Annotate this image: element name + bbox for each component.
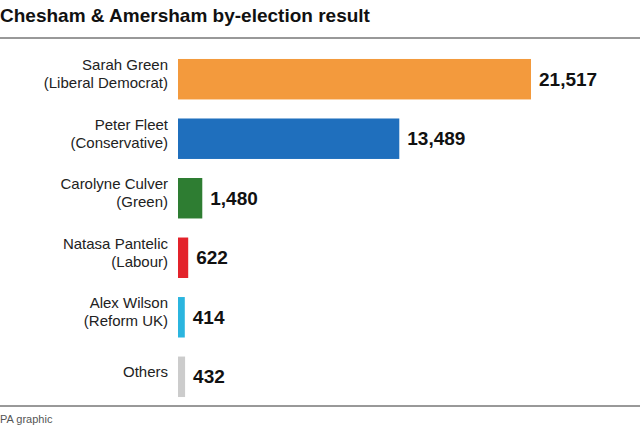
data-label: 21,517 — [539, 69, 597, 90]
bar — [178, 297, 185, 337]
tick-label-line: (Liberal Democrat) — [44, 74, 168, 91]
title: Chesham & Amersham by-election result — [0, 5, 371, 26]
bar — [178, 238, 188, 278]
bar — [178, 59, 531, 99]
tick-label: Peter Fleet(Conservative) — [70, 116, 168, 151]
bar — [178, 178, 202, 218]
tick-label-line: Sarah Green — [82, 56, 168, 73]
tick-label: Carolyne Culver(Green) — [60, 175, 168, 210]
tick-label: Others — [123, 363, 168, 380]
data-label: 432 — [193, 366, 225, 387]
tick-label: Sarah Green(Liberal Democrat) — [44, 56, 168, 91]
tick: Carolyne Culver(Green) — [60, 175, 178, 210]
category-axis: Sarah Green(Liberal Democrat) Peter Fleet… — [44, 56, 178, 380]
tick-label-line: Others — [123, 363, 168, 380]
data-labels: 21,517 13,489 1,480 622 414 432 — [193, 69, 597, 388]
tick-label-line: Carolyne Culver — [60, 175, 168, 192]
bar — [178, 357, 185, 397]
tick: Others — [123, 363, 178, 380]
tick: Alex Wilson(Reform UK) — [84, 294, 178, 329]
tick: Sarah Green(Liberal Democrat) — [44, 56, 178, 91]
data-label: 13,489 — [407, 128, 465, 149]
chart: Chesham & Amersham by-election result 21,… — [0, 0, 640, 432]
annotation: PA graphic — [0, 413, 53, 425]
bars — [178, 59, 531, 397]
tick-label-line: (Labour) — [111, 253, 168, 270]
tick-label-line: (Green) — [116, 193, 168, 210]
tick: Peter Fleet(Conservative) — [70, 116, 178, 151]
data-label: 622 — [196, 247, 228, 268]
tick-label-line: Peter Fleet — [95, 116, 169, 133]
tick: Natasa Pantelic(Labour) — [63, 235, 178, 270]
footer-rule — [0, 406, 640, 407]
data-label: 414 — [193, 307, 225, 328]
tick-label-line: (Reform UK) — [84, 312, 168, 329]
tick-label-line: (Conservative) — [70, 134, 168, 151]
tick-label-line: Natasa Pantelic — [63, 235, 169, 252]
tick-label: Natasa Pantelic(Labour) — [63, 235, 169, 270]
title-rule — [0, 38, 640, 39]
tick-label-line: Alex Wilson — [90, 294, 168, 311]
tick-label: Alex Wilson(Reform UK) — [84, 294, 168, 329]
data-label: 1,480 — [210, 188, 258, 209]
bar — [178, 118, 399, 158]
